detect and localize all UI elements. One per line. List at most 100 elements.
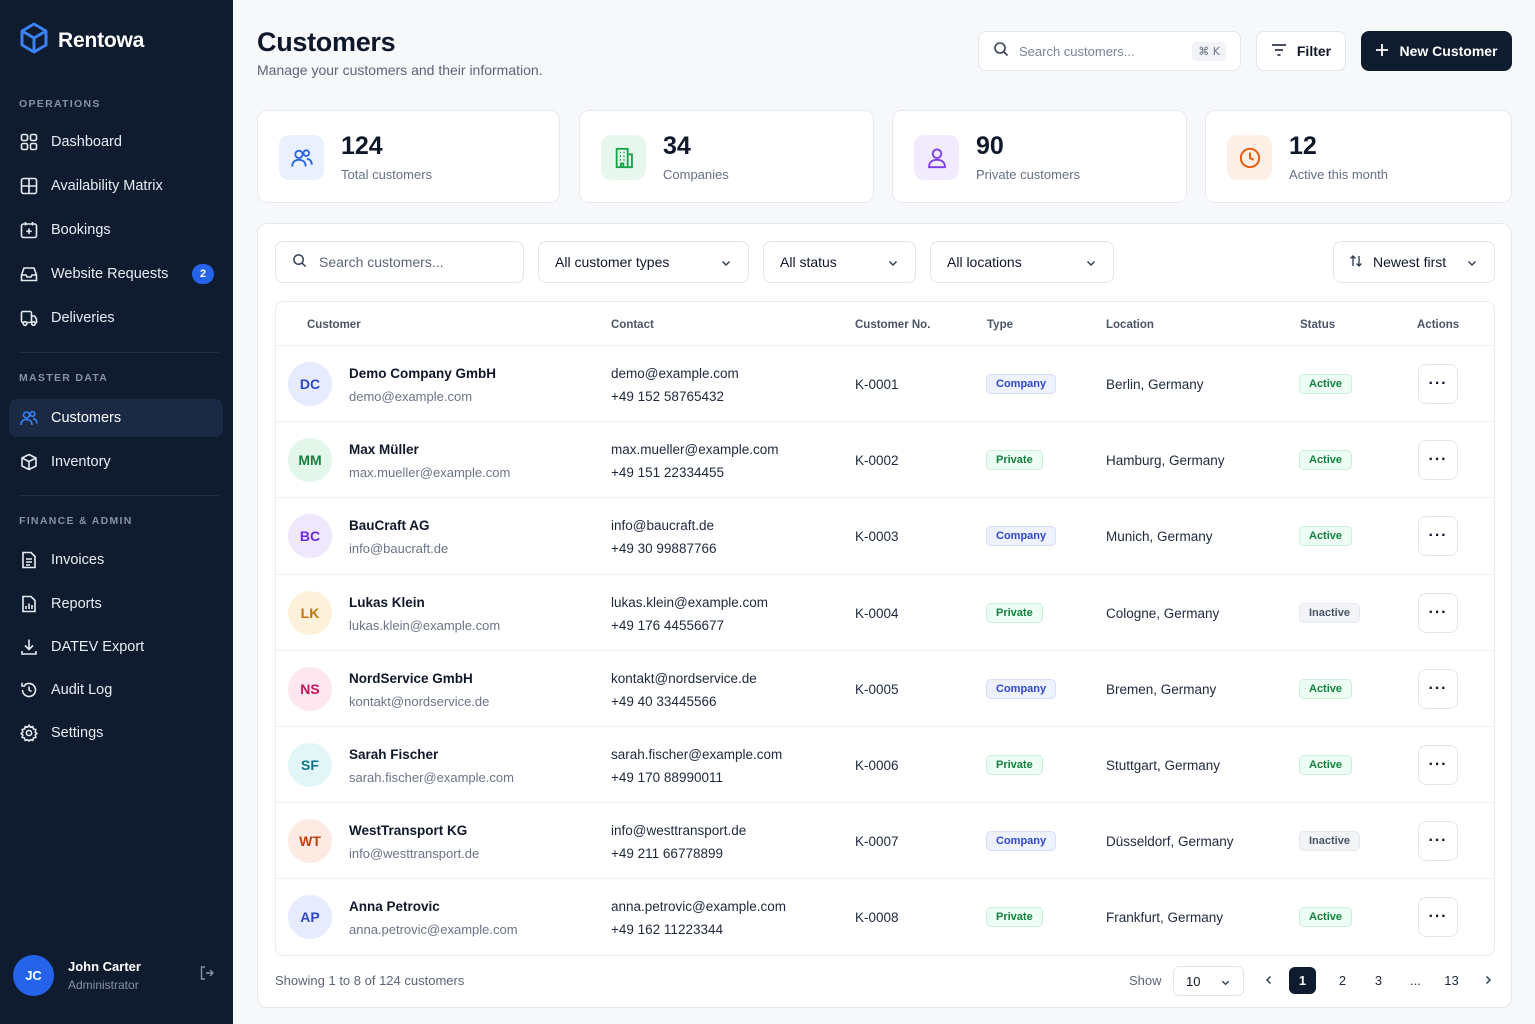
sort-select[interactable]: Newest first [1333,241,1495,283]
table-search[interactable] [275,241,524,283]
contact-phone: +49 162 11223344 [611,922,723,938]
column-header[interactable]: Status [1300,319,1336,331]
sidebar-item-bookings[interactable]: Bookings [9,211,223,249]
sidebar-item-settings[interactable]: Settings [9,714,223,752]
sidebar-item-customers[interactable]: Customers [9,399,223,437]
stat-value: 34 [663,132,691,160]
user-profile[interactable]: JC John Carter Administrator [13,954,223,996]
stat-value: 12 [1289,132,1317,160]
customer-name[interactable]: Max Müller [349,442,419,458]
chevron-down-icon [1220,976,1231,991]
prev-page-button[interactable] [1255,967,1282,994]
column-header[interactable]: Contact [611,319,654,331]
customer-number: K-0005 [855,681,899,697]
logout-icon[interactable] [199,965,215,986]
row-actions-button[interactable]: ··· [1418,516,1458,557]
customer-name[interactable]: Lukas Klein [349,594,425,610]
row-actions-button[interactable]: ··· [1418,668,1458,709]
column-header[interactable]: Type [987,319,1013,331]
table-row[interactable]: NS NordService GmbH kontakt@nordservice.de… [276,649,1494,726]
contact-email[interactable]: kontakt@nordservice.de [611,670,757,686]
requests-count-badge: 2 [192,264,214,284]
chevron-down-icon [887,256,899,272]
contact-email[interactable]: sarah.fischer@example.com [611,747,783,762]
sidebar-item-invoices[interactable]: Invoices [9,541,223,579]
contact-email[interactable]: lukas.klein@example.com [611,594,769,610]
customer-name[interactable]: Demo Company GmbH [349,366,497,381]
customer-name[interactable]: NordService GmbH [349,670,473,686]
sidebar-item-website-requests[interactable]: Website Requests 2 [9,255,223,293]
table-row[interactable]: DC Demo Company GmbH demo@example.com demo@… [276,345,1494,421]
sidebar-item-datev-export[interactable]: DATEV Export [9,628,223,666]
filter-button[interactable]: Filter [1256,31,1346,71]
download-icon [19,637,39,657]
section-label-operations: OPERATIONS [19,98,101,110]
column-header[interactable]: Customer No. [855,319,931,331]
table-row[interactable]: WT WestTransport KG info@westtransport.de i… [276,802,1494,878]
search-icon [993,41,1009,62]
table-row[interactable]: MM Max Müller max.mueller@example.com max.m… [276,421,1494,497]
page-button-13[interactable]: 13 [1444,973,1459,988]
sidebar-item-audit-log[interactable]: Audit Log [9,671,223,709]
inbox-icon [19,264,39,284]
chevron-left-icon [1264,973,1274,988]
new-customer-button[interactable]: New Customer [1361,31,1512,71]
grid-icon [19,132,39,152]
table-row[interactable]: SF Sarah Fischer sarah.fischer@example.com… [276,726,1494,802]
sidebar-item-label: Invoices [51,552,105,568]
sidebar-item-inventory[interactable]: Inventory [9,443,223,481]
sidebar-item-deliveries[interactable]: Deliveries [9,299,223,337]
search-input[interactable] [1019,43,1179,59]
page-ellipsis: ... [1410,973,1421,988]
building-icon [601,135,646,180]
status-value: All status [780,254,837,270]
row-actions-button[interactable]: ··· [1418,440,1458,481]
page-button-1[interactable]: 1 [1289,967,1316,994]
page-size-select[interactable]: 10 [1173,966,1244,996]
row-actions-button[interactable]: ··· [1418,364,1458,404]
customer-email: info@baucraft.de [349,541,449,557]
customer-email: max.mueller@example.com [349,465,511,481]
customer-name[interactable]: Sarah Fischer [349,747,439,762]
filter-icon [1271,43,1287,60]
file-text-icon [19,550,39,570]
status-badge: Active [1299,450,1353,471]
column-header[interactable]: Location [1106,319,1154,331]
sidebar-item-reports[interactable]: Reports [9,585,223,623]
avatar: SF [288,743,332,787]
contact-email[interactable]: demo@example.com [611,366,739,381]
global-search[interactable]: ⌘ K [978,31,1241,71]
customer-type-select[interactable]: All customer types [538,241,749,283]
table-row[interactable]: AP Anna Petrovic anna.petrovic@example.com… [276,878,1494,954]
customer-name[interactable]: BauCraft AG [349,518,430,534]
sidebar-item-label: Audit Log [51,682,113,698]
contact-email[interactable]: info@baucraft.de [611,518,715,534]
table-row[interactable]: LK Lukas Klein lukas.klein@example.com luka… [276,573,1494,650]
brand[interactable]: Rentowa [19,22,144,59]
contact-email[interactable]: anna.petrovic@example.com [611,899,787,915]
column-header[interactable]: Customer [307,319,361,331]
contact-email[interactable]: max.mueller@example.com [611,442,779,458]
type-badge: Private [986,907,1043,928]
sort-icon [1349,254,1363,271]
customer-name[interactable]: WestTransport KG [349,823,468,839]
row-actions-button[interactable]: ··· [1418,897,1458,938]
sidebar-item-dashboard[interactable]: Dashboard [9,123,223,161]
contact-phone: +49 151 22334455 [611,465,724,481]
customer-email: info@westtransport.de [349,846,480,862]
next-page-button[interactable] [1474,967,1501,994]
customer-name[interactable]: Anna Petrovic [349,899,440,915]
page-button-2[interactable]: 2 [1338,973,1347,988]
customer-email: anna.petrovic@example.com [349,922,518,938]
contact-email[interactable]: info@westtransport.de [611,823,747,839]
sidebar-item-availability-matrix[interactable]: Availability Matrix [9,167,223,205]
table-row[interactable]: BC BauCraft AG info@baucraft.de info@baucra… [276,497,1494,573]
row-actions-button[interactable]: ··· [1418,821,1458,862]
table-search-input[interactable] [319,254,499,270]
status-select[interactable]: All status [763,241,916,283]
location-select[interactable]: All locations [930,241,1114,283]
row-actions-button[interactable]: ··· [1418,592,1458,633]
row-actions-button[interactable]: ··· [1418,745,1458,785]
stat-card-active-month: 12 Active this month [1205,110,1512,203]
page-button-3[interactable]: 3 [1374,973,1383,988]
